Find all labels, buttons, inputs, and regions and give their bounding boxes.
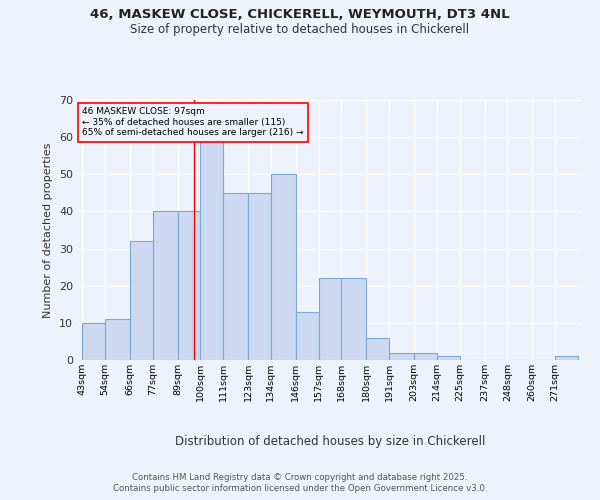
Bar [319, 278, 341, 360]
Bar [105, 319, 130, 360]
Bar [248, 193, 271, 360]
Text: 46, MASKEW CLOSE, CHICKERELL, WEYMOUTH, DT3 4NL: 46, MASKEW CLOSE, CHICKERELL, WEYMOUTH, … [90, 8, 510, 20]
Text: Distribution of detached houses by size in Chickerell: Distribution of detached houses by size … [175, 435, 485, 448]
Text: Size of property relative to detached houses in Chickerell: Size of property relative to detached ho… [130, 22, 470, 36]
Bar [152, 212, 178, 360]
Bar [178, 212, 200, 360]
Bar [296, 312, 319, 360]
Text: Contains HM Land Registry data © Crown copyright and database right 2025.: Contains HM Land Registry data © Crown c… [132, 472, 468, 482]
Bar [82, 323, 105, 360]
Bar [389, 352, 414, 360]
Bar [555, 356, 578, 360]
Bar [341, 278, 366, 360]
Text: 46 MASKEW CLOSE: 97sqm
← 35% of detached houses are smaller (115)
65% of semi-de: 46 MASKEW CLOSE: 97sqm ← 35% of detached… [82, 108, 304, 137]
Bar [271, 174, 296, 360]
Bar [366, 338, 389, 360]
Bar [130, 241, 152, 360]
Bar [414, 352, 437, 360]
Text: Contains public sector information licensed under the Open Government Licence v3: Contains public sector information licen… [113, 484, 487, 493]
Bar [200, 141, 223, 360]
Bar [437, 356, 460, 360]
Y-axis label: Number of detached properties: Number of detached properties [43, 142, 53, 318]
Bar [223, 193, 248, 360]
